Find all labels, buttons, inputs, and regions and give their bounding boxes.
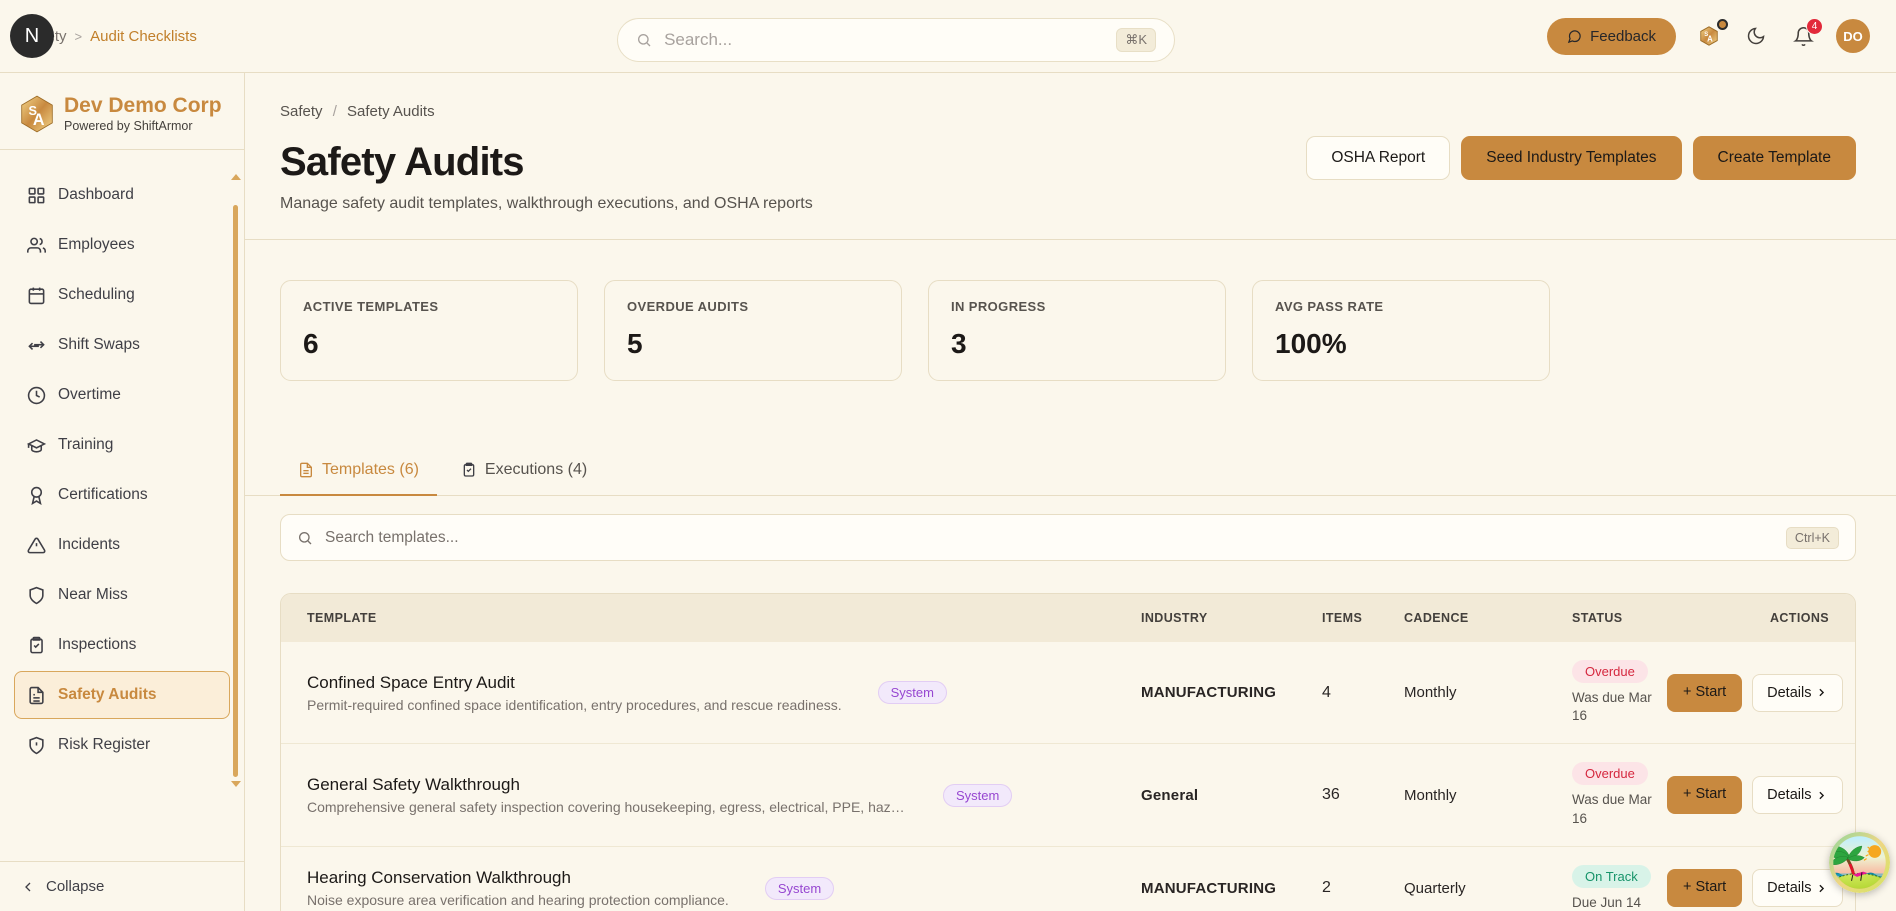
svg-text:A: A [1707,35,1713,44]
svg-text:A: A [33,111,45,129]
